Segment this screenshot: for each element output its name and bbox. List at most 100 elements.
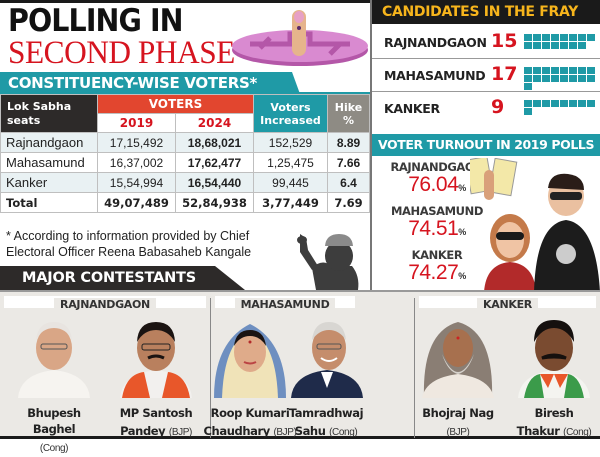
candidate-block-icon (569, 75, 577, 82)
candidate-block-icon (524, 75, 532, 82)
portrait-bhojraj-nag (422, 322, 494, 398)
portrait-bhupesh-baghel (18, 322, 90, 398)
fray-count: 15 (491, 30, 518, 52)
table-row: Kanker 15,54,994 16,54,440 99,445 6.4 (0, 172, 370, 193)
cell-2019: 49,07,489 (97, 192, 176, 213)
inked-finger-symbol-icon (232, 10, 368, 66)
header-2019: 2019 (97, 113, 176, 133)
turnout-label: RAJNANDGAON (390, 160, 484, 174)
cell-hike: 6.4 (327, 172, 370, 193)
party: (BJP) (273, 427, 297, 438)
candidate-block-icon (560, 67, 568, 74)
party: (Cong) (329, 427, 358, 438)
pointing-man-icon (297, 234, 359, 290)
cell-2024: 17,62,477 (175, 152, 254, 173)
divider (290, 92, 370, 94)
portrait-tamradhwaj-sahu (291, 322, 363, 398)
header-seats: Lok Sabha seats (0, 94, 98, 133)
turnout-kanker: KANKER 74.27% (382, 248, 492, 287)
fray-count: 17 (491, 63, 518, 85)
turnout-rajnandgaon: RAJNANDGAON 76.04% (382, 160, 492, 199)
candidate-block-icon (551, 75, 559, 82)
contestant-name: MP Santosh (119, 406, 193, 420)
candidates-fray-title: CANDIDATES IN THE FRAY (372, 0, 600, 24)
cell-hike: 7.69 (327, 192, 370, 213)
candidate-block-icon (524, 34, 532, 41)
candidate-block-icon (578, 67, 586, 74)
candidate-block-icon (560, 34, 568, 41)
contestant-card: MP Santosh Pandey (BJP) (107, 312, 205, 441)
contestant-card: Bhupesh Baghel (Cong) (5, 312, 103, 457)
cell-increased: 99,445 (253, 172, 328, 193)
group-divider (414, 298, 415, 438)
cell-2024: 16,54,440 (175, 172, 254, 193)
group-mahasamund: MAHASAMUND Roop Kumari Chaudhary (BJP) (204, 292, 364, 438)
candidate-block-icon (569, 34, 577, 41)
candidate-block-icon (542, 42, 550, 49)
contestant-card: Tamradhwaj Sahu (Cong) (287, 312, 365, 441)
cell-2024: 52,84,938 (175, 192, 254, 213)
column-divider (370, 0, 372, 292)
fray-name: KANKER (384, 101, 440, 116)
turnout-value: 74.27% (408, 261, 466, 284)
turnout-value: 74.51% (408, 217, 466, 240)
candidate-block-icon (578, 100, 586, 107)
candidate-block-icon (542, 100, 550, 107)
fray-name: MAHASAMUND (384, 68, 486, 83)
cell-increased: 152,529 (253, 132, 328, 153)
portrait-biresh-thakur (518, 320, 590, 398)
candidate-block-icon (587, 67, 595, 74)
header-increased: Voters Increased (253, 94, 328, 133)
fray-name: RAJNANDGAON (384, 35, 487, 50)
turnout-value: 76.04% (408, 173, 466, 196)
candidate-block-icon (551, 42, 559, 49)
candidate-block-icon (533, 42, 541, 49)
contestant-card: Roop Kumari Chaudhary (BJP) (201, 312, 299, 441)
turnout-label: KANKER (411, 248, 463, 262)
candidate-block-icon (587, 75, 595, 82)
headline: POLLING IN SECOND PHASE (8, 3, 247, 71)
candidate-block-icon (524, 67, 532, 74)
candidate-block-icon (551, 67, 559, 74)
contestant-card: Bhojraj Nag (BJP) (409, 312, 507, 441)
turnout-title: VOTER TURNOUT IN 2019 POLLS (372, 134, 600, 156)
candidate-block-icon (533, 75, 541, 82)
cell-seat: Kanker (0, 172, 98, 193)
candidate-block-icon (578, 75, 586, 82)
party: (Cong) (39, 443, 69, 454)
group-divider (210, 298, 211, 438)
cell-seat: Mahasamund (0, 152, 98, 173)
header-hike: Hike % (327, 94, 370, 133)
cell-hike: 7.66 (327, 152, 370, 173)
candidate-block-icon (560, 100, 568, 107)
infographic-frame (0, 0, 600, 439)
cell-hike: 8.89 (327, 132, 370, 153)
constituency-section-title: CONSTITUENCY-WISE VOTERS* (0, 72, 300, 94)
candidate-block-icon (542, 67, 550, 74)
group-rajnandgaon: RAJNANDGAON Bhupesh Baghel (Cong) MP San… (0, 292, 210, 454)
cell-increased: 3,77,449 (253, 192, 328, 213)
candidate-block-icon (533, 100, 541, 107)
cell-seat: Total (0, 192, 98, 213)
candidate-block-icon (524, 100, 532, 107)
contestant-card: Biresh Thakur (Cong) (505, 312, 600, 441)
table-row: Rajnandgaon 17,15,492 18,68,021 152,529 … (0, 132, 370, 153)
fray-blocks (524, 34, 600, 49)
fray-row-rajnandgaon: RAJNANDGAON 15 (372, 27, 600, 59)
candidate-block-icon (560, 42, 568, 49)
contestant-name: Roop Kumari (210, 406, 290, 420)
header-voters: VOTERS (97, 94, 254, 114)
headline-line1: POLLING IN (8, 3, 184, 39)
fray-row-kanker: KANKER 9 (372, 93, 600, 125)
party: (BJP) (446, 427, 470, 438)
contestant-name: Bhupesh Baghel (27, 406, 81, 436)
party: (Cong) (563, 427, 592, 438)
contestant-name: Biresh (534, 406, 574, 420)
voters-table: Lok Sabha seats VOTERS Voters Increased … (0, 94, 370, 213)
candidate-block-icon (533, 67, 541, 74)
fray-count: 9 (491, 96, 505, 118)
table-row-total: Total 49,07,489 52,84,938 3,77,449 7.69 (0, 192, 370, 213)
group-label: MAHASAMUND (234, 298, 336, 311)
group-kanker: KANKER Bhojraj Nag (BJP) Biresh Th (415, 292, 600, 438)
turnout-mahasamund: MAHASAMUND 74.51% (382, 204, 492, 243)
